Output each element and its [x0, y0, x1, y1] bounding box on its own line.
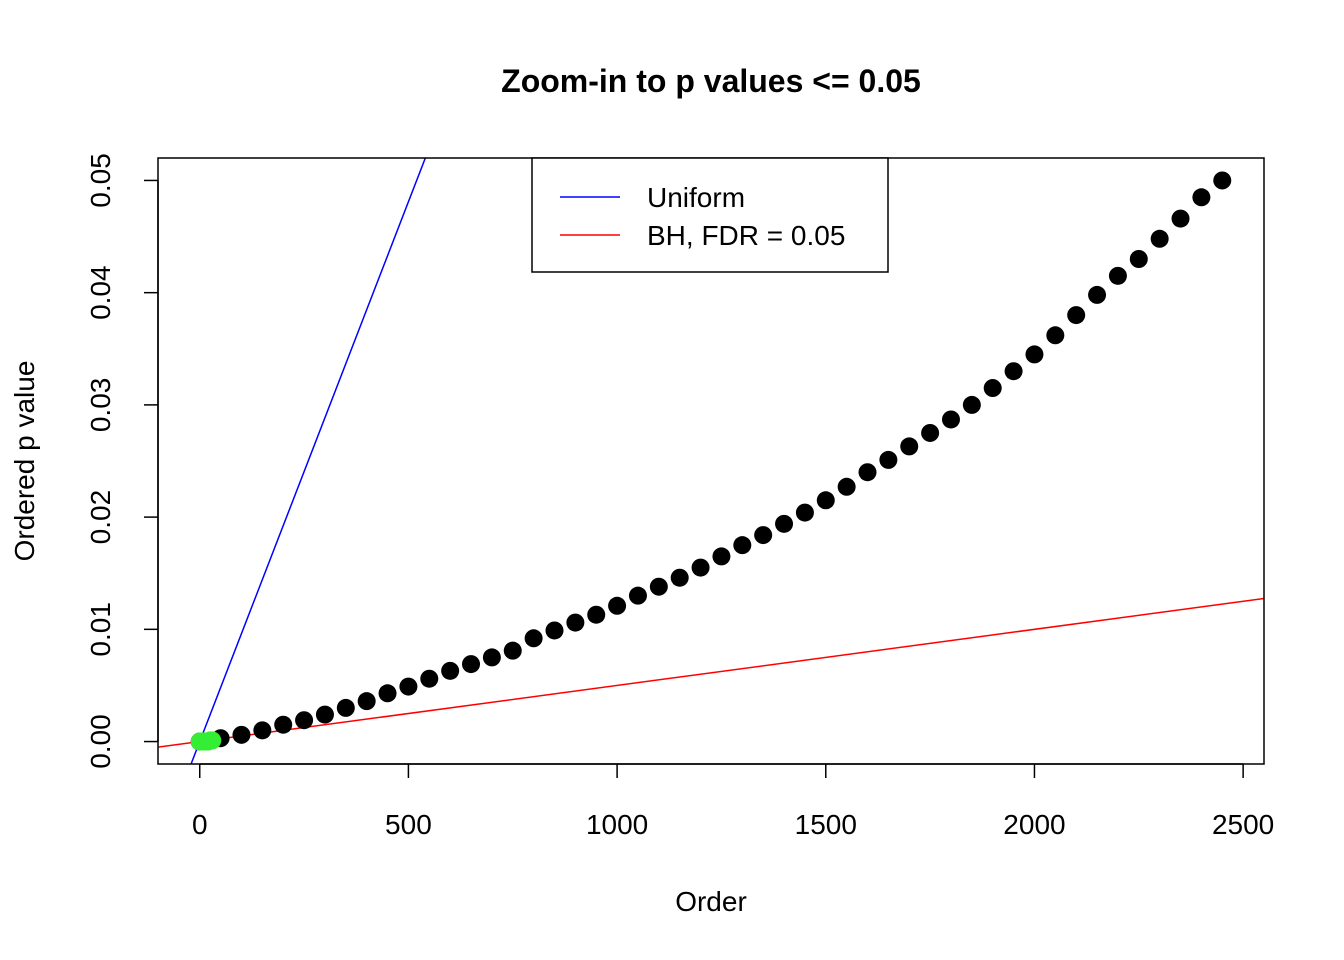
p-value-point	[295, 711, 314, 730]
p-value-point	[566, 613, 585, 632]
p-value-point	[232, 725, 251, 744]
p-value-point	[1213, 171, 1232, 190]
p-value-point	[1067, 306, 1086, 325]
y-tick-label: 0.04	[85, 265, 116, 320]
x-tick-label: 500	[385, 809, 432, 840]
p-value-point	[921, 423, 940, 442]
p-value-point	[1150, 229, 1169, 248]
p-value-point	[608, 596, 627, 615]
x-axis-label: Order	[675, 886, 747, 917]
p-value-point	[900, 437, 919, 456]
p-value-point	[670, 568, 689, 587]
plot-area	[158, 158, 1264, 764]
p-value-point	[482, 648, 501, 667]
p-value-point	[628, 586, 647, 605]
y-tick-label: 0.02	[85, 490, 116, 545]
p-value-point	[795, 503, 814, 522]
p-value-point	[1004, 362, 1023, 381]
p-value-point	[962, 395, 981, 414]
p-value-point	[691, 558, 710, 577]
p-value-point	[733, 536, 752, 555]
y-tick-label: 0.03	[85, 378, 116, 433]
chart-title: Zoom-in to p values <= 0.05	[501, 63, 921, 99]
p-value-point	[441, 661, 460, 680]
significant-point	[203, 731, 222, 750]
x-axis: 0 500 1000 1500 2000 2500	[192, 763, 1274, 840]
reference-line-uniform	[190, 158, 427, 764]
p-value-point	[524, 629, 543, 648]
p-value-point	[1025, 345, 1044, 364]
p-value-point	[858, 463, 877, 482]
y-tick-label: 0.00	[85, 714, 116, 769]
legend-box	[531, 157, 889, 273]
p-value-point	[1108, 266, 1127, 285]
p-value-point	[315, 705, 334, 724]
p-value-point	[274, 715, 293, 734]
p-value-point	[1129, 250, 1148, 268]
legend-label-bh: BH, FDR = 0.05	[647, 220, 845, 251]
p-value-point	[1171, 209, 1190, 228]
p-value-point	[983, 379, 1002, 398]
p-value-point	[378, 684, 397, 703]
legend: Uniform BH, FDR = 0.05	[531, 157, 889, 273]
y-tick-label: 0.05	[85, 153, 116, 208]
p-value-point	[336, 698, 355, 717]
p-value-point	[816, 491, 835, 510]
reference-line-bh	[158, 597, 1264, 748]
p-value-point	[649, 577, 668, 596]
p-value-point	[941, 410, 960, 429]
y-tick-label: 0.01	[85, 602, 116, 657]
y-axis-label: Ordered p value	[9, 361, 40, 562]
x-tick-label: 1000	[586, 809, 648, 840]
p-value-point	[545, 621, 564, 640]
x-tick-label: 1500	[795, 809, 857, 840]
p-value-point	[712, 547, 731, 566]
p-value-point	[253, 721, 272, 740]
p-value-point	[1192, 188, 1211, 207]
p-value-point	[879, 450, 898, 469]
p-value-point	[587, 605, 606, 624]
p-value-point	[357, 692, 376, 711]
p-value-point	[420, 669, 439, 688]
p-value-point	[1046, 326, 1065, 345]
p-value-point	[503, 641, 522, 660]
x-tick-label: 2500	[1212, 809, 1274, 840]
p-value-point	[462, 655, 481, 674]
p-value-point	[837, 477, 856, 496]
x-tick-label: 2000	[1003, 809, 1065, 840]
p-value-point	[754, 526, 773, 545]
legend-label-uniform: Uniform	[647, 182, 745, 213]
p-value-point	[775, 514, 794, 533]
p-value-point	[399, 677, 418, 696]
y-axis: 0.00 0.01 0.02 0.03 0.04 0.05	[85, 153, 159, 769]
x-tick-label: 0	[192, 809, 208, 840]
p-value-point	[1088, 285, 1107, 304]
